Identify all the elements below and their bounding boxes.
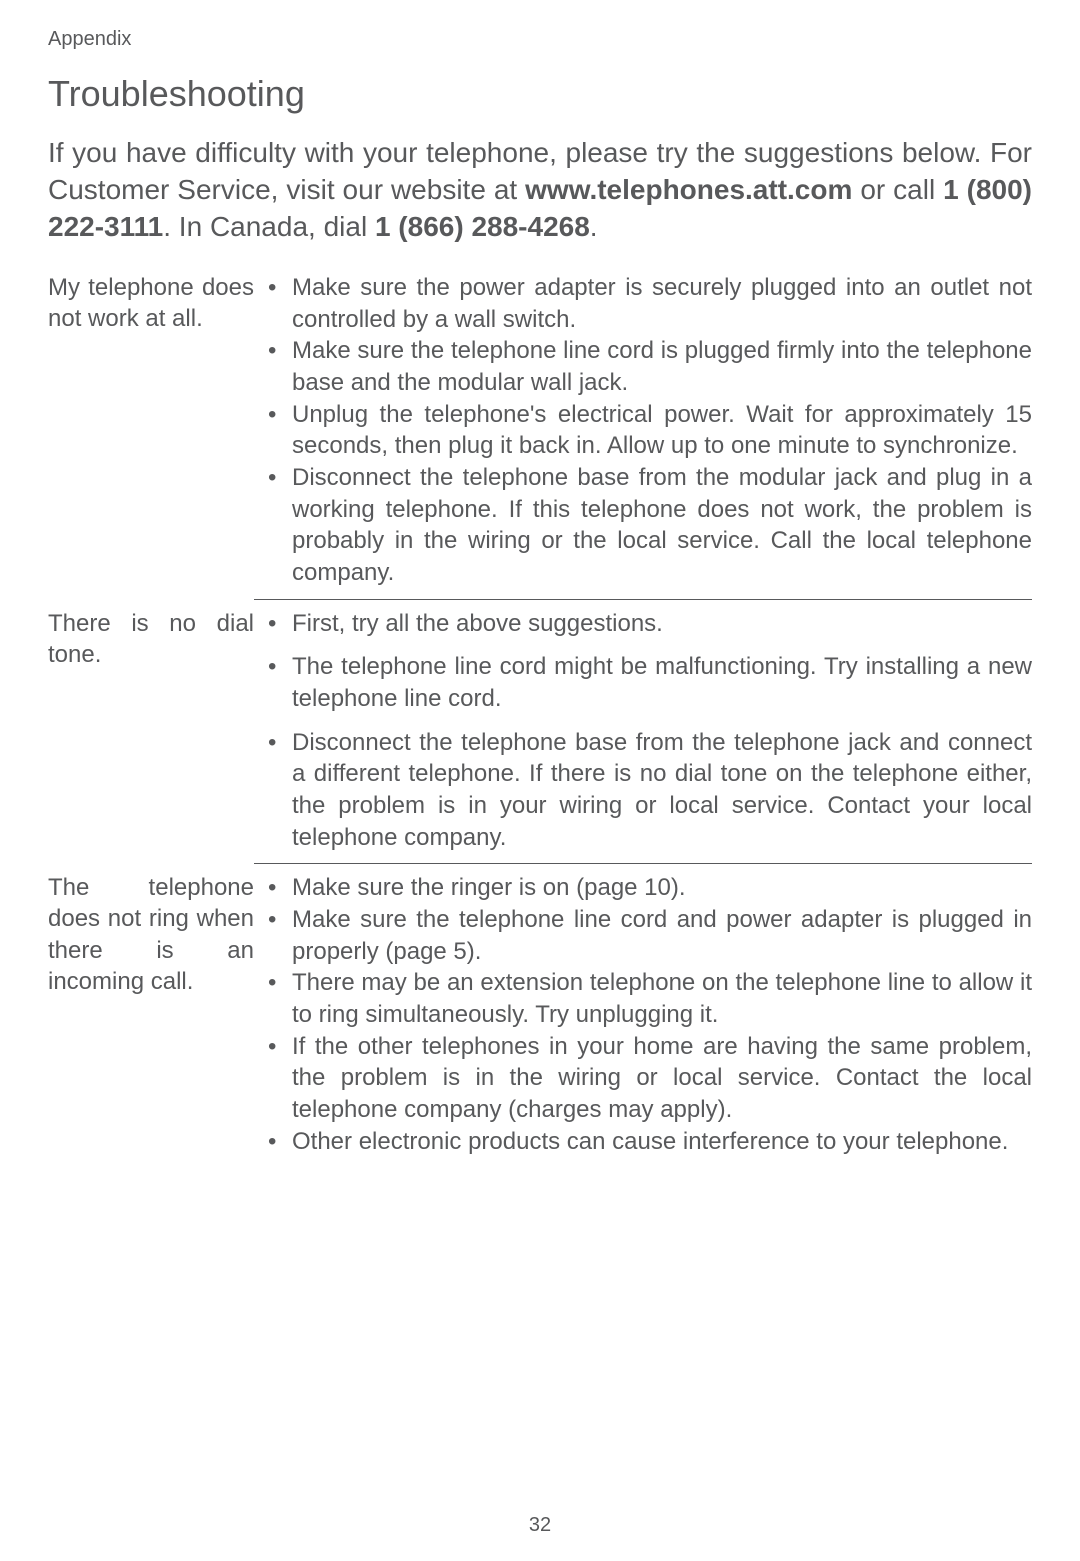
intro-text-3: . In Canada, dial bbox=[163, 211, 375, 242]
page-title: Troubleshooting bbox=[48, 73, 1032, 115]
intro-bold-1: www.telephones.att.com bbox=[525, 174, 852, 205]
section-header: Appendix bbox=[48, 28, 1032, 51]
issue-label: My telephone does not work at all. bbox=[48, 272, 264, 589]
bullet-item: Make sure the telephone line cord is plu… bbox=[264, 335, 1032, 398]
bullet-item: Make sure the telephone line cord and po… bbox=[264, 904, 1032, 967]
bullet-item: Make sure the ringer is on (page 10). bbox=[264, 872, 1032, 904]
troubleshoot-row: The telephone does not ring when there i… bbox=[48, 864, 1032, 1167]
intro-text-4: . bbox=[590, 211, 598, 242]
bullet-item: Make sure the power adapter is securely … bbox=[264, 272, 1032, 335]
intro-text-2: or call bbox=[852, 174, 943, 205]
bullet-item: Disconnect the telephone base from the m… bbox=[264, 462, 1032, 589]
bullet-item: First, try all the above suggestions. bbox=[264, 608, 1032, 640]
bullet-item: The telephone line cord might be malfunc… bbox=[264, 651, 1032, 714]
solution-list: Make sure the power adapter is securely … bbox=[264, 272, 1032, 589]
troubleshoot-row: There is no dial tone. First, try all th… bbox=[48, 600, 1032, 864]
issue-label: The telephone does not ring when there i… bbox=[48, 872, 264, 1157]
solution-list: Make sure the ringer is on (page 10). Ma… bbox=[264, 872, 1032, 1157]
page-number: 32 bbox=[0, 1514, 1080, 1537]
solution-list: First, try all the above suggestions. Th… bbox=[264, 608, 1032, 854]
bullet-item: Unplug the telephone's electrical power.… bbox=[264, 399, 1032, 462]
bullet-item: Disconnect the telephone base from the t… bbox=[264, 727, 1032, 854]
intro-paragraph: If you have difficulty with your telepho… bbox=[48, 135, 1032, 246]
bullet-item: If the other telephones in your home are… bbox=[264, 1031, 1032, 1126]
intro-bold-3: 1 (866) 288-4268 bbox=[375, 211, 590, 242]
bullet-item: Other electronic products can cause inte… bbox=[264, 1126, 1032, 1158]
bullet-item: There may be an extension telephone on t… bbox=[264, 967, 1032, 1030]
troubleshoot-row: My telephone does not work at all. Make … bbox=[48, 264, 1032, 599]
issue-label: There is no dial tone. bbox=[48, 608, 264, 854]
